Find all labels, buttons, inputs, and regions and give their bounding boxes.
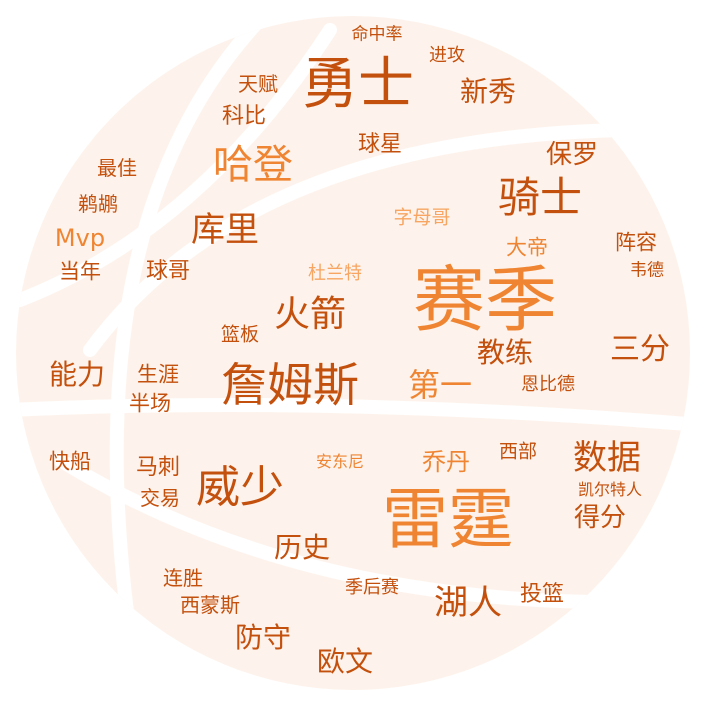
word-yongshi: 勇士 (302, 52, 414, 117)
word-liansheng: 连胜 (163, 566, 203, 590)
word-nengli: 能力 (48, 358, 106, 391)
word-kebi: 科比 (221, 104, 267, 129)
word-xinxiu: 新秀 (459, 75, 517, 108)
word-defen: 得分 (573, 503, 627, 533)
word-fangshou: 防守 (234, 621, 292, 654)
word-sanfen: 三分 (610, 332, 670, 367)
word-mvp: Mvp (54, 224, 106, 252)
basketball-seam-top-left (16, 23, 337, 307)
word-zhanmusi: 詹姆斯 (221, 358, 359, 412)
word-dadi: 大帝 (506, 235, 548, 260)
word-qiaodan: 乔丹 (422, 448, 470, 476)
word-jingong: 进攻 (429, 45, 465, 66)
word-enbide: 恩比德 (521, 374, 575, 395)
word-ouwen: 欧文 (316, 645, 374, 678)
word-jiaoyi: 交易 (140, 486, 180, 510)
word-huojian: 火箭 (273, 294, 347, 335)
word-kaiertren: 凯尔特人 (577, 480, 643, 499)
word-weishao: 威少 (196, 462, 284, 513)
word-weide: 韦德 (630, 260, 664, 281)
word-qiuxing: 球星 (357, 132, 403, 157)
word-shuju: 数据 (573, 438, 641, 478)
word-diyi: 第一 (407, 366, 473, 404)
word-kuaichuan: 快船 (49, 449, 91, 474)
word-lishi: 历史 (273, 531, 331, 564)
word-qishi: 骑士 (497, 173, 583, 222)
word-touqiu: 投篮 (519, 582, 565, 607)
word-xibu: 西部 (498, 440, 538, 463)
word-banchang: 半场 (129, 391, 171, 416)
word-zimuge: 字母哥 (393, 206, 451, 229)
word-zuijia: 最佳 (97, 156, 137, 180)
word-baoluo: 保罗 (545, 140, 599, 170)
word-shengya: 生涯 (137, 362, 179, 387)
basketball-seam-horizontal (16, 398, 690, 432)
word-dulante: 杜兰特 (308, 263, 362, 284)
word-andongni: 安东尼 (315, 452, 365, 471)
word-leiting: 雷霆 (382, 481, 514, 558)
word-saiji: 赛季 (412, 258, 558, 342)
word-dangnian: 当年 (59, 259, 101, 284)
word-kuli: 库里 (191, 210, 259, 250)
word-tianfu: 天赋 (238, 72, 278, 96)
word-qiuge: 球哥 (145, 259, 191, 284)
word-lanban: 篮板 (220, 323, 260, 346)
word-jihousai: 季后赛 (345, 577, 399, 598)
word-hadeng: 哈登 (213, 142, 293, 188)
word-tihu: 鹈鹕 (78, 192, 118, 216)
word-masi: 马刺 (135, 455, 181, 480)
word-ximengsi: 西蒙斯 (180, 593, 240, 617)
word-jiaolian: 教练 (476, 336, 534, 369)
word-huren: 湖人 (434, 583, 502, 623)
word-zhenrong: 阵容 (615, 230, 657, 255)
basketball-seam-upper-arc (83, 122, 690, 357)
word-mingzhonglv: 命中率 (351, 24, 403, 45)
